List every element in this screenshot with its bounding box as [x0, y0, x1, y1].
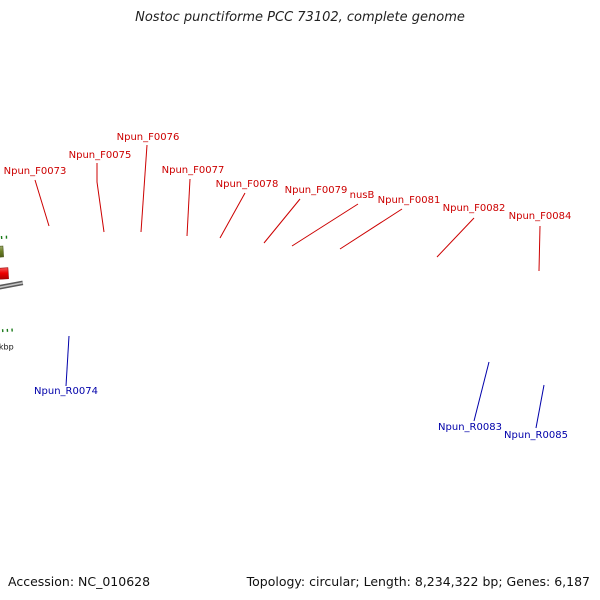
label-leader-line: [96, 163, 105, 233]
map-title: Nostoc punctiforme PCC 73102, complete g…: [135, 10, 465, 25]
label-leader-line: [186, 178, 191, 237]
gene-label: Npun_F0082: [443, 203, 506, 214]
genome-summary-text: Topology: circular; Length: 8,234,322 bp…: [246, 574, 590, 589]
genome-backbone-highlight: [0, 282, 23, 288]
gene-labels: Npun_F0073 Npun_R0074 Npun_F0075 Npun_F0076…: [4, 132, 572, 441]
scale-tick-label: 114 kbp: [0, 343, 14, 352]
label-leaders: [34, 144, 545, 429]
gene-label: Npun_R0085: [504, 430, 568, 441]
label-leader-line: [34, 179, 50, 227]
tick-marks: 114 kbp116 kbp118 kbp120 kbp122 kbp124 k…: [0, 235, 14, 352]
gene-label: nusB: [350, 190, 375, 201]
gene-label: Npun_F0076: [117, 132, 180, 143]
label-leader-line: [291, 203, 359, 247]
label-leader-line: [219, 192, 246, 239]
gene-label: Npun_F0078: [216, 179, 279, 190]
accession-text: Accession: NC_010628: [8, 574, 151, 589]
label-leader-line: [436, 217, 475, 258]
gene-label: Npun_R0083: [438, 422, 502, 433]
label-leader-line: [339, 208, 403, 250]
gene-label: Npun_F0073: [4, 166, 67, 177]
feature-tracks: [0, 245, 24, 290]
label-leader-line: [473, 361, 490, 422]
label-leader-line: [65, 335, 70, 387]
label-leader-line: [535, 384, 545, 429]
misc-feature: [0, 245, 4, 258]
label-leader-line: [263, 198, 301, 244]
gene-label: Npun_F0084: [509, 211, 572, 222]
gene-label: Npun_R0074: [34, 386, 98, 397]
cds-feature: [0, 267, 9, 280]
genome-backbone: [0, 280, 24, 290]
gene-label: Npun_F0075: [69, 150, 132, 161]
label-leader-line: [538, 225, 541, 272]
gene-label: Npun_F0081: [378, 195, 441, 206]
gene-label: Npun_F0079: [285, 185, 348, 196]
gene-label: Npun_F0077: [162, 165, 225, 176]
label-leader-line: [140, 144, 148, 233]
